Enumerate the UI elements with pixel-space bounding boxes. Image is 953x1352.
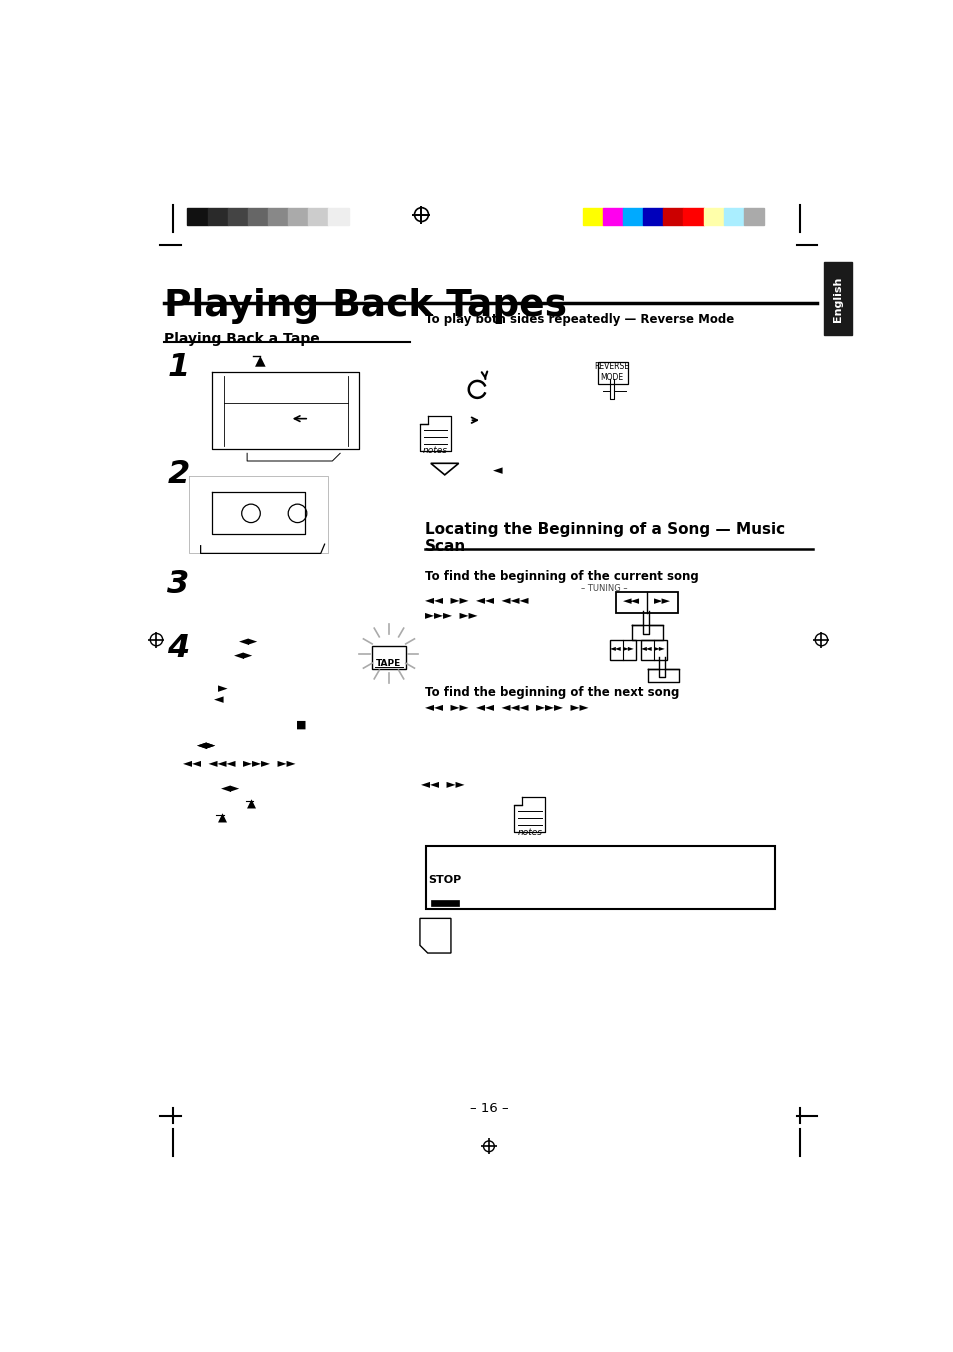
Text: ◄◄  ►►: ◄◄ ►► <box>421 779 464 791</box>
Text: – 16 –: – 16 – <box>469 1102 508 1114</box>
Bar <box>268 208 288 226</box>
Text: 2: 2 <box>167 458 190 489</box>
Text: ◄: ◄ <box>493 464 502 477</box>
Text: ►►: ►► <box>622 642 635 652</box>
Bar <box>682 208 703 226</box>
Text: ◄►: ◄► <box>239 635 258 648</box>
Text: – TUNING –: – TUNING – <box>580 584 627 594</box>
Bar <box>642 208 662 226</box>
Bar <box>228 208 248 226</box>
Text: ►►: ►► <box>654 642 665 652</box>
Bar <box>426 846 774 909</box>
Text: ►►►  ►►: ►►► ►► <box>425 608 477 622</box>
Bar <box>662 208 682 226</box>
Bar <box>703 208 723 226</box>
Bar <box>288 208 308 226</box>
Text: STOP: STOP <box>428 875 461 886</box>
Bar <box>248 208 268 226</box>
Bar <box>602 208 622 226</box>
Bar <box>187 208 208 226</box>
Text: ■: ■ <box>295 719 306 730</box>
Bar <box>208 208 228 226</box>
Text: ◄: ◄ <box>213 694 223 707</box>
Text: REVERSE
MODE: REVERSE MODE <box>594 362 629 381</box>
Text: Playing Back Tapes: Playing Back Tapes <box>164 288 567 323</box>
Text: ◄►: ◄► <box>196 740 215 752</box>
Polygon shape <box>419 918 451 953</box>
Bar <box>328 208 348 226</box>
Text: notes: notes <box>422 446 448 456</box>
Bar <box>743 208 763 226</box>
Text: ◄►: ◄► <box>233 649 253 662</box>
Bar <box>640 639 666 660</box>
Text: ◄◄  ►►  ◄◄  ◄◄◄  ►►►  ►►: ◄◄ ►► ◄◄ ◄◄◄ ►►► ►► <box>425 702 588 714</box>
Text: ▲: ▲ <box>254 353 265 368</box>
Bar <box>372 646 406 669</box>
Text: Locating the Beginning of a Song — Music
Scan: Locating the Beginning of a Song — Music… <box>425 522 784 554</box>
Text: To find the beginning of the next song: To find the beginning of the next song <box>425 685 679 699</box>
Text: 1: 1 <box>167 353 190 384</box>
Text: notes: notes <box>517 827 542 837</box>
Text: ◄►: ◄► <box>220 781 240 795</box>
Text: ▲: ▲ <box>217 811 227 825</box>
Text: ◄◄  ◄◄◄  ►►►  ►►: ◄◄ ◄◄◄ ►►► ►► <box>183 757 295 769</box>
Text: English: English <box>833 276 842 322</box>
Text: ◄◄: ◄◄ <box>622 596 639 606</box>
Text: ◄◄: ◄◄ <box>640 642 652 652</box>
Bar <box>431 900 458 906</box>
Polygon shape <box>431 464 458 475</box>
Bar <box>582 208 602 226</box>
Text: ◄►: ◄► <box>196 740 215 752</box>
Text: Playing Back a Tape: Playing Back a Tape <box>164 331 319 346</box>
Bar <box>823 262 852 335</box>
Text: 3: 3 <box>167 569 190 600</box>
Text: To play both sides repeatedly — Reverse Mode: To play both sides repeatedly — Reverse … <box>425 314 734 326</box>
Bar <box>308 208 328 226</box>
Bar <box>616 592 678 614</box>
Bar <box>598 362 627 384</box>
Text: ◄◄: ◄◄ <box>610 642 621 652</box>
Bar <box>609 639 636 660</box>
Text: TAPE: TAPE <box>375 658 401 668</box>
Text: ►►: ►► <box>654 596 670 606</box>
Text: ►: ► <box>217 681 227 695</box>
Bar <box>723 208 743 226</box>
Bar <box>622 208 642 226</box>
Text: To find the beginning of the current song: To find the beginning of the current son… <box>425 571 699 583</box>
Text: ▲: ▲ <box>247 798 255 810</box>
Text: 4: 4 <box>167 634 190 664</box>
Text: ◄◄  ►►  ◄◄  ◄◄◄: ◄◄ ►► ◄◄ ◄◄◄ <box>425 595 528 607</box>
